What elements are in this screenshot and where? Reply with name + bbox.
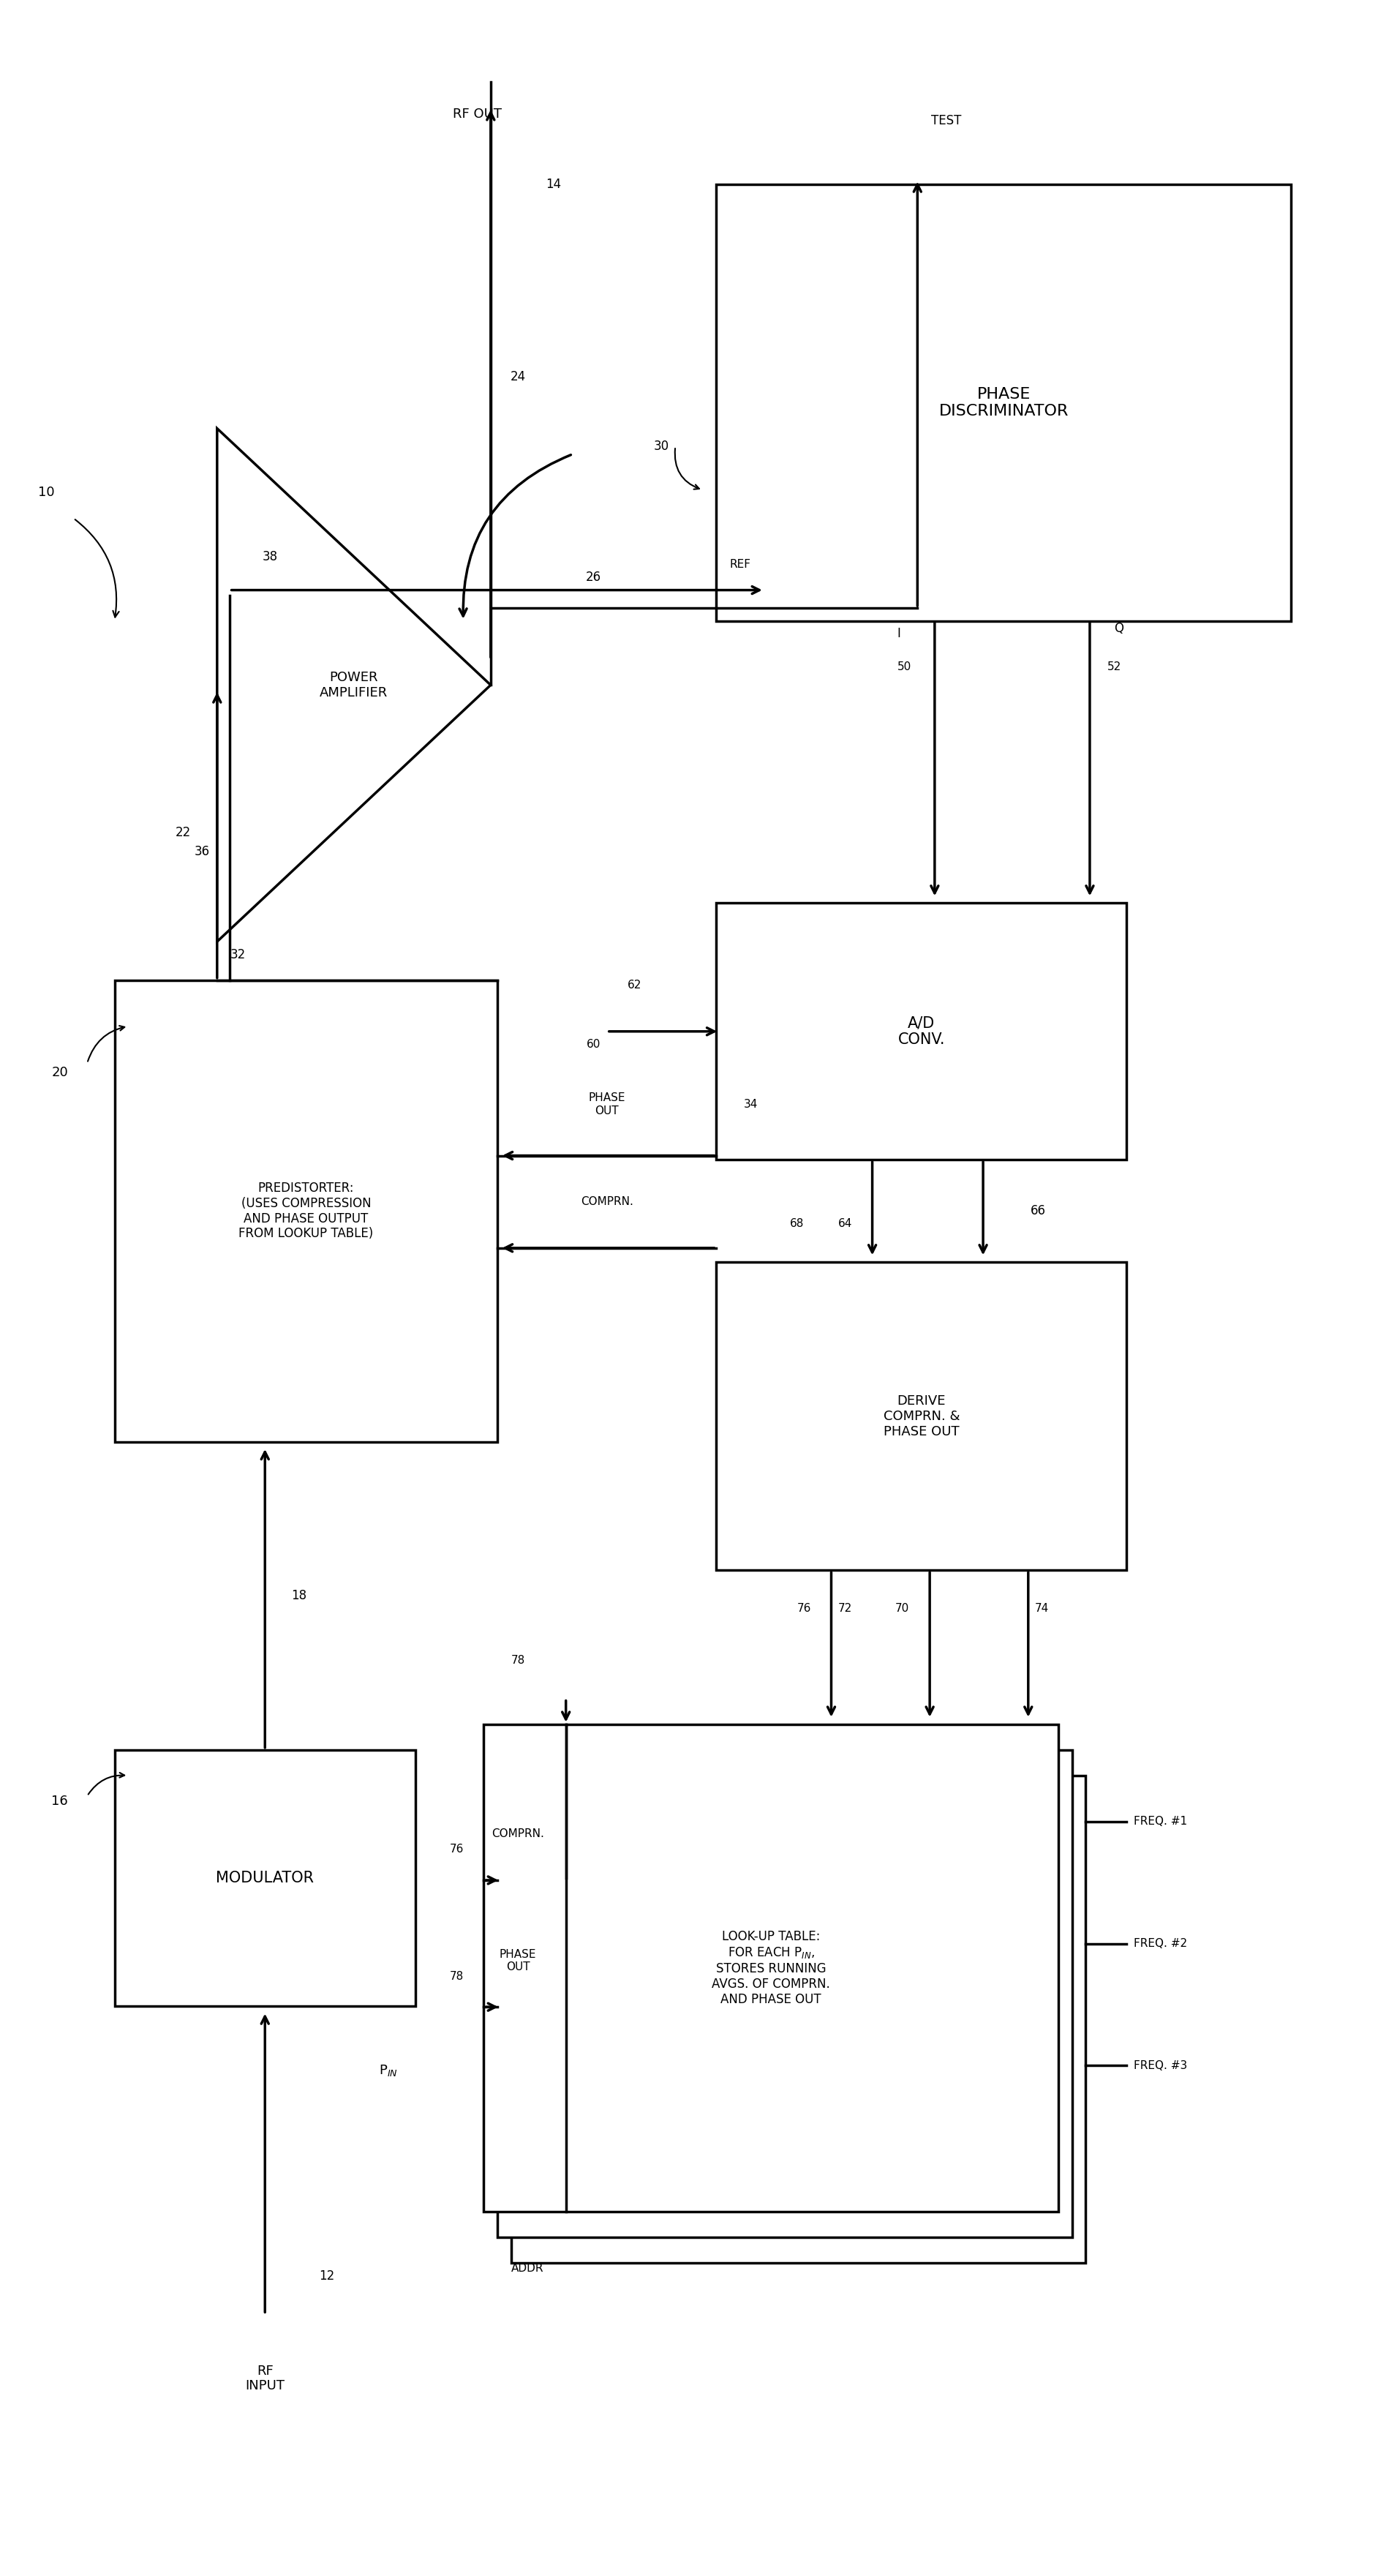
- Text: PREDISTORTER:
(USES COMPRESSION
AND PHASE OUTPUT
FROM LOOKUP TABLE): PREDISTORTER: (USES COMPRESSION AND PHAS…: [238, 1182, 373, 1242]
- Text: LOOK-UP TABLE:
FOR EACH P$_{IN}$,
STORES RUNNING
AVGS. OF COMPRN.
AND PHASE OUT: LOOK-UP TABLE: FOR EACH P$_{IN}$, STORES…: [712, 1929, 830, 2007]
- Text: 64: 64: [838, 1218, 852, 1229]
- Text: 52: 52: [1108, 662, 1122, 672]
- Text: 12: 12: [318, 2269, 335, 2282]
- Bar: [484, 1723, 1058, 2213]
- Text: I: I: [897, 626, 900, 641]
- Bar: [511, 1775, 1086, 2264]
- Text: RF OUT: RF OUT: [452, 108, 502, 121]
- Text: ADDR: ADDR: [511, 2262, 544, 2275]
- Text: 22: 22: [175, 827, 190, 840]
- Text: RF
INPUT: RF INPUT: [245, 2365, 285, 2393]
- Bar: [114, 1749, 415, 2007]
- Text: 24: 24: [510, 371, 526, 384]
- Bar: [717, 904, 1127, 1159]
- Text: 70: 70: [896, 1602, 909, 1615]
- Text: DERIVE
COMPRN. &
PHASE OUT: DERIVE COMPRN. & PHASE OUT: [883, 1394, 959, 1437]
- Bar: [114, 979, 497, 1443]
- Text: 34: 34: [744, 1100, 758, 1110]
- Text: 78: 78: [449, 1971, 463, 1981]
- Bar: [717, 185, 1291, 621]
- Text: 62: 62: [627, 979, 641, 992]
- Text: 36: 36: [194, 845, 209, 858]
- Text: 66: 66: [1031, 1206, 1046, 1218]
- Text: PHASE
OUT: PHASE OUT: [500, 1950, 536, 1973]
- Text: 72: 72: [838, 1602, 852, 1615]
- Text: 18: 18: [291, 1589, 307, 1602]
- Text: FREQ. #3: FREQ. #3: [1134, 2061, 1186, 2071]
- Polygon shape: [218, 428, 491, 943]
- Text: 32: 32: [230, 948, 245, 961]
- Text: REF: REF: [729, 559, 751, 569]
- Text: PHASE
OUT: PHASE OUT: [588, 1092, 626, 1115]
- Text: POWER
AMPLIFIER: POWER AMPLIFIER: [320, 670, 389, 698]
- Text: 68: 68: [790, 1218, 805, 1229]
- Text: 10: 10: [37, 487, 54, 500]
- Text: PHASE
DISCRIMINATOR: PHASE DISCRIMINATOR: [938, 386, 1068, 417]
- Text: 76: 76: [796, 1602, 812, 1615]
- Text: TEST: TEST: [932, 113, 962, 126]
- Text: COMPRN.: COMPRN.: [580, 1195, 634, 1208]
- Bar: [497, 1749, 1072, 2239]
- Text: 30: 30: [655, 440, 670, 453]
- Text: A/D
CONV.: A/D CONV.: [898, 1015, 945, 1048]
- Text: 26: 26: [586, 572, 601, 585]
- Text: 76: 76: [449, 1844, 463, 1855]
- Text: 14: 14: [546, 178, 561, 191]
- Text: 74: 74: [1035, 1602, 1049, 1615]
- Text: 60: 60: [586, 1038, 601, 1051]
- Text: FREQ. #1: FREQ. #1: [1134, 1816, 1186, 1826]
- Text: 20: 20: [51, 1066, 68, 1079]
- Text: FREQ. #2: FREQ. #2: [1134, 1937, 1186, 1950]
- Text: Q: Q: [1115, 621, 1124, 636]
- Text: 78: 78: [511, 1654, 525, 1667]
- Text: MODULATOR: MODULATOR: [216, 1870, 314, 1886]
- Text: 50: 50: [897, 662, 912, 672]
- Text: COMPRN.: COMPRN.: [492, 1829, 544, 1839]
- Text: 38: 38: [263, 551, 278, 564]
- Bar: [717, 1262, 1127, 1571]
- Text: 16: 16: [51, 1795, 68, 1808]
- Text: P$_{IN}$: P$_{IN}$: [379, 2063, 397, 2079]
